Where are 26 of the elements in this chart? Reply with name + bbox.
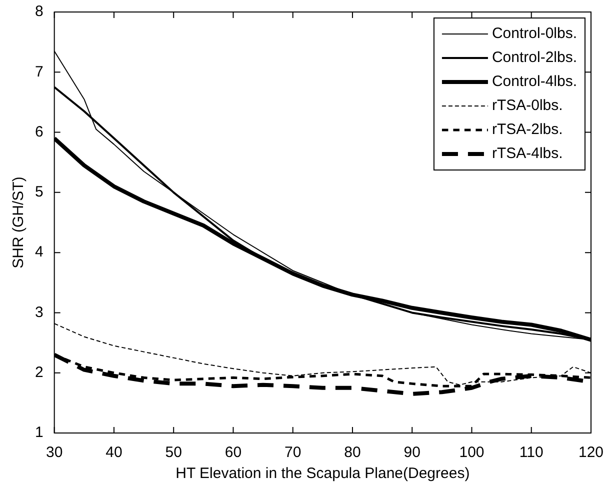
- legend-label: rTSA-0lbs.: [492, 97, 563, 114]
- y-tick-label: 2: [35, 364, 44, 381]
- legend-label: Control-2lbs.: [492, 49, 578, 66]
- y-tick-label: 6: [35, 123, 44, 140]
- y-tick-label: 3: [35, 304, 44, 321]
- y-tick-label: 4: [35, 244, 44, 261]
- x-tick-label: 110: [519, 444, 544, 462]
- y-tick-label: 5: [35, 184, 44, 201]
- legend-label: rTSA-2lbs.: [492, 121, 563, 138]
- x-tick-label: 50: [165, 444, 182, 462]
- legend-label: Control-4lbs.: [492, 73, 578, 90]
- legend-label: rTSA-4lbs.: [492, 145, 563, 162]
- y-tick-label: 7: [35, 63, 44, 80]
- x-tick-label: 120: [578, 444, 604, 462]
- x-tick-label: 90: [404, 444, 420, 462]
- x-axis-title: HT Elevation in the Scapula Plane(Degrees): [176, 465, 470, 482]
- x-tick-label: 30: [46, 444, 63, 462]
- x-tick-label: 60: [224, 444, 242, 462]
- y-axis-title: SHR (GH/ST): [10, 176, 28, 268]
- y-tick-label: 8: [35, 3, 44, 20]
- y-tick-label: 1: [35, 424, 44, 442]
- legend-label: Control-0lbs.: [492, 25, 578, 42]
- x-tick-label: 80: [344, 444, 361, 462]
- x-tick-label: 100: [459, 444, 484, 462]
- x-tick-label: 40: [106, 444, 122, 462]
- x-tick-label: 70: [284, 444, 302, 462]
